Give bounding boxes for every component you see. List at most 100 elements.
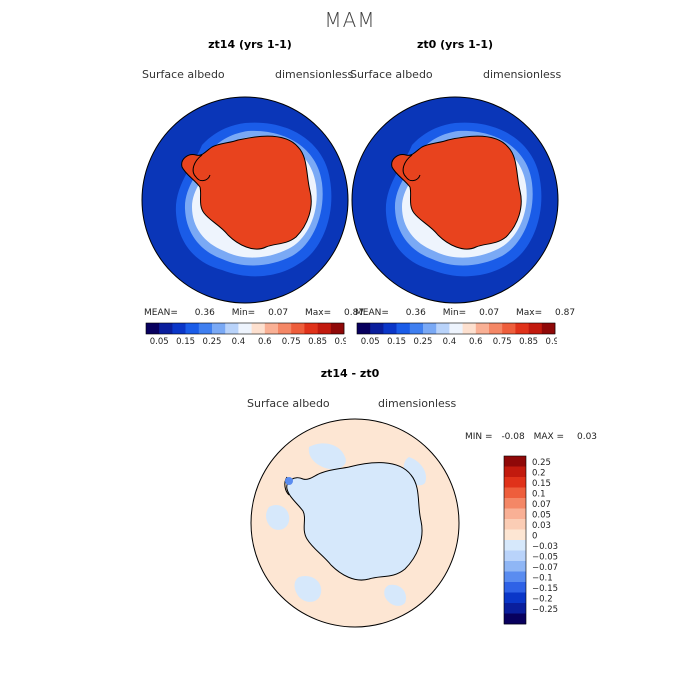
map-zt0 — [351, 96, 559, 304]
colorbar-tick-label: 0.4 — [443, 337, 457, 347]
colorbar-swatch — [475, 323, 490, 334]
min-value: -0.08 — [501, 432, 525, 442]
peninsula-coast — [402, 154, 421, 182]
colorbar-swatch — [198, 323, 213, 334]
colorbar-zt14: 0.05 0.15 0.25 0.4 0.6 0.75 0.85 0.95 — [145, 322, 346, 347]
antarctica-land — [286, 462, 423, 581]
polar-map-diff — [250, 418, 460, 628]
colorbar-border — [356, 322, 556, 335]
colorbar-swatch — [317, 323, 332, 334]
colorbar-tick-label: 0.15 — [532, 479, 551, 489]
colorbar-swatch — [238, 323, 252, 334]
min-value: 0.07 — [268, 308, 289, 318]
diff-neg-patch — [308, 443, 346, 470]
colorbar-tick-label: 0.75 — [493, 337, 512, 347]
colorbar-tick-label: −0.15 — [532, 584, 558, 594]
polar-map-zt0 — [351, 96, 559, 304]
colorbar-swatch — [528, 323, 543, 334]
colorbar-tick-label: −0.1 — [532, 573, 553, 583]
colorbar-swatch — [504, 498, 526, 509]
colorbar-tick-label: 0.25 — [203, 337, 222, 347]
colorbar-tick-label: −0.2 — [532, 594, 553, 604]
mean-value: 0.36 — [405, 308, 426, 318]
colorbar-tick-label: −0.25 — [532, 605, 558, 615]
min-label: Min= — [231, 308, 256, 318]
colorbar-tick-label: 0.03 — [532, 521, 551, 531]
colorbar-swatch — [409, 323, 424, 334]
colorbar-tick-label: 0.25 — [414, 337, 433, 347]
colorbar-tick-label: −0.05 — [532, 552, 558, 562]
colorbar-swatch — [502, 323, 516, 334]
colorbar-tick-label: 0.25 — [532, 458, 551, 468]
panel-units-diff: dimensionless — [378, 397, 457, 410]
colorbar-swatch — [504, 571, 526, 583]
mean-label: MEAN= — [355, 308, 389, 318]
panel-title-zt14: zt14 (yrs 1-1) — [208, 38, 292, 51]
panel-title-diff: zt14 - zt0 — [320, 367, 380, 380]
colorbar-tick-label: 0.05 — [361, 337, 380, 347]
antarctica-land — [181, 135, 312, 250]
panel-units-zt0: dimensionless — [483, 68, 562, 81]
colorbar-swatch — [449, 323, 463, 334]
colorbar-swatch — [225, 323, 239, 334]
colorbar-tick-label: 0.75 — [282, 337, 301, 347]
diff-neg-patch — [294, 575, 322, 602]
colorbar-swatch — [146, 323, 160, 334]
colorbar-swatch — [436, 323, 450, 334]
colorbar-swatch — [357, 323, 371, 334]
colorbar-border — [503, 455, 527, 625]
colorbar-swatch — [504, 466, 526, 478]
colorbar-tick-label: 0.1 — [532, 489, 546, 499]
colorbar-tick-label: 0.05 — [532, 510, 551, 520]
colorbar-tick-label: −0.03 — [532, 542, 558, 552]
colorbar-swatch — [504, 582, 526, 593]
colorbar-swatch — [172, 323, 186, 334]
diff-neg-spot — [285, 477, 293, 485]
colorbar-swatch — [504, 508, 526, 520]
colorbar-swatch — [504, 487, 526, 499]
mean-value: 0.36 — [194, 308, 215, 318]
colorbar-tick-label: 0.2 — [532, 468, 546, 478]
antarctica-land — [391, 135, 522, 250]
panel-units-zt14: dimensionless — [275, 68, 354, 81]
colorbar-swatch — [278, 323, 292, 334]
polar-map-zt14 — [141, 96, 349, 304]
colorbar-swatch — [159, 323, 173, 334]
colorbar-swatch — [504, 477, 526, 488]
max-value: 0.87 — [344, 308, 365, 318]
stats-diff: MIN = -0.08 MAX = 0.03 — [465, 432, 597, 442]
colorbar-tick-label: 0 — [532, 531, 537, 541]
map-diff — [250, 418, 460, 628]
min-value: 0.07 — [479, 308, 500, 318]
mean-label: MEAN= — [144, 308, 178, 318]
colorbar-tick-label: 0.05 — [150, 337, 169, 347]
colorbar-swatch — [304, 323, 318, 334]
peninsula-coast — [192, 154, 211, 182]
colorbar-swatch — [504, 540, 526, 551]
colorbar-tick-label: 0.85 — [308, 337, 327, 347]
colorbar-swatch — [504, 603, 526, 614]
colorbar-tick-label: −0.07 — [532, 563, 558, 573]
colorbar-border — [145, 322, 345, 335]
max-value: 0.87 — [555, 308, 576, 318]
colorbar-tick-label: 0.85 — [519, 337, 538, 347]
colorbar-swatch — [212, 323, 226, 334]
colorbar-tick-label: 0.6 — [258, 337, 272, 347]
colorbar-swatch — [504, 550, 526, 562]
colorbar-tick-label: 0.4 — [232, 337, 246, 347]
stats-zt0: MEAN= 0.36 Min= 0.07 Max= 0.87 — [355, 308, 575, 318]
colorbar-swatch — [515, 323, 529, 334]
colorbar-swatch — [489, 323, 503, 334]
colorbar-swatch — [504, 561, 526, 572]
colorbar-swatch — [291, 323, 305, 334]
stats-zt14: MEAN= 0.36 Min= 0.07 Max= 0.87 — [144, 308, 364, 318]
colorbar-swatch — [330, 323, 345, 334]
diff-neg-patch — [384, 584, 407, 606]
colorbar-tick-label: 0.95 — [335, 337, 346, 347]
panel-variable-zt0: Surface albedo — [350, 68, 433, 81]
panel-variable-diff: Surface albedo — [247, 397, 330, 410]
colorbar-swatch — [251, 323, 266, 334]
colorbar-swatch — [185, 323, 200, 334]
colorbar-tick-label: 0.07 — [532, 500, 551, 510]
colorbar-swatch — [423, 323, 437, 334]
